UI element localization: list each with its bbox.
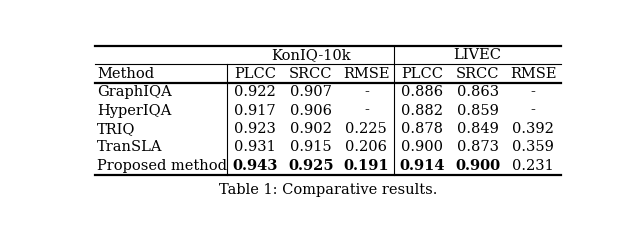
Text: 0.849: 0.849 <box>457 122 499 136</box>
Text: 0.886: 0.886 <box>401 85 443 99</box>
Text: 0.882: 0.882 <box>401 104 443 118</box>
Text: LIVEC: LIVEC <box>454 48 502 62</box>
Text: 0.859: 0.859 <box>457 104 499 118</box>
Text: Table 1: Comparative results.: Table 1: Comparative results. <box>219 183 437 197</box>
Text: 0.900: 0.900 <box>455 159 500 173</box>
Text: 0.925: 0.925 <box>288 159 333 173</box>
Text: TranSLA: TranSLA <box>97 140 163 155</box>
Text: -: - <box>531 85 536 99</box>
Text: -: - <box>531 104 536 118</box>
Text: 0.878: 0.878 <box>401 122 443 136</box>
Text: 0.225: 0.225 <box>346 122 387 136</box>
Text: RMSE: RMSE <box>343 67 390 81</box>
Text: 0.900: 0.900 <box>401 140 443 155</box>
Text: -: - <box>364 85 369 99</box>
Text: -: - <box>364 104 369 118</box>
Text: 0.917: 0.917 <box>234 104 276 118</box>
Text: HyperIQA: HyperIQA <box>97 104 172 118</box>
Text: 0.906: 0.906 <box>290 104 332 118</box>
Text: 0.206: 0.206 <box>346 140 387 155</box>
Text: 0.902: 0.902 <box>290 122 332 136</box>
Text: 0.359: 0.359 <box>513 140 554 155</box>
Text: Method: Method <box>97 67 154 81</box>
Text: 0.873: 0.873 <box>457 140 499 155</box>
Text: SRCC: SRCC <box>456 67 499 81</box>
Text: 0.863: 0.863 <box>456 85 499 99</box>
Text: 0.392: 0.392 <box>513 122 554 136</box>
Text: 0.191: 0.191 <box>344 159 389 173</box>
Text: KonIQ-10k: KonIQ-10k <box>271 48 351 62</box>
Text: 0.907: 0.907 <box>290 85 332 99</box>
Text: SRCC: SRCC <box>289 67 332 81</box>
Text: 0.931: 0.931 <box>234 140 276 155</box>
Text: PLCC: PLCC <box>234 67 276 81</box>
Text: GraphIQA: GraphIQA <box>97 85 172 99</box>
Text: 0.923: 0.923 <box>234 122 276 136</box>
Text: 0.915: 0.915 <box>290 140 332 155</box>
Text: 0.943: 0.943 <box>232 159 278 173</box>
Text: PLCC: PLCC <box>401 67 443 81</box>
Text: Proposed method: Proposed method <box>97 159 227 173</box>
Text: 0.922: 0.922 <box>234 85 276 99</box>
Text: 0.914: 0.914 <box>399 159 445 173</box>
Text: 0.231: 0.231 <box>513 159 554 173</box>
Text: RMSE: RMSE <box>510 67 557 81</box>
Text: TRIQ: TRIQ <box>97 122 136 136</box>
